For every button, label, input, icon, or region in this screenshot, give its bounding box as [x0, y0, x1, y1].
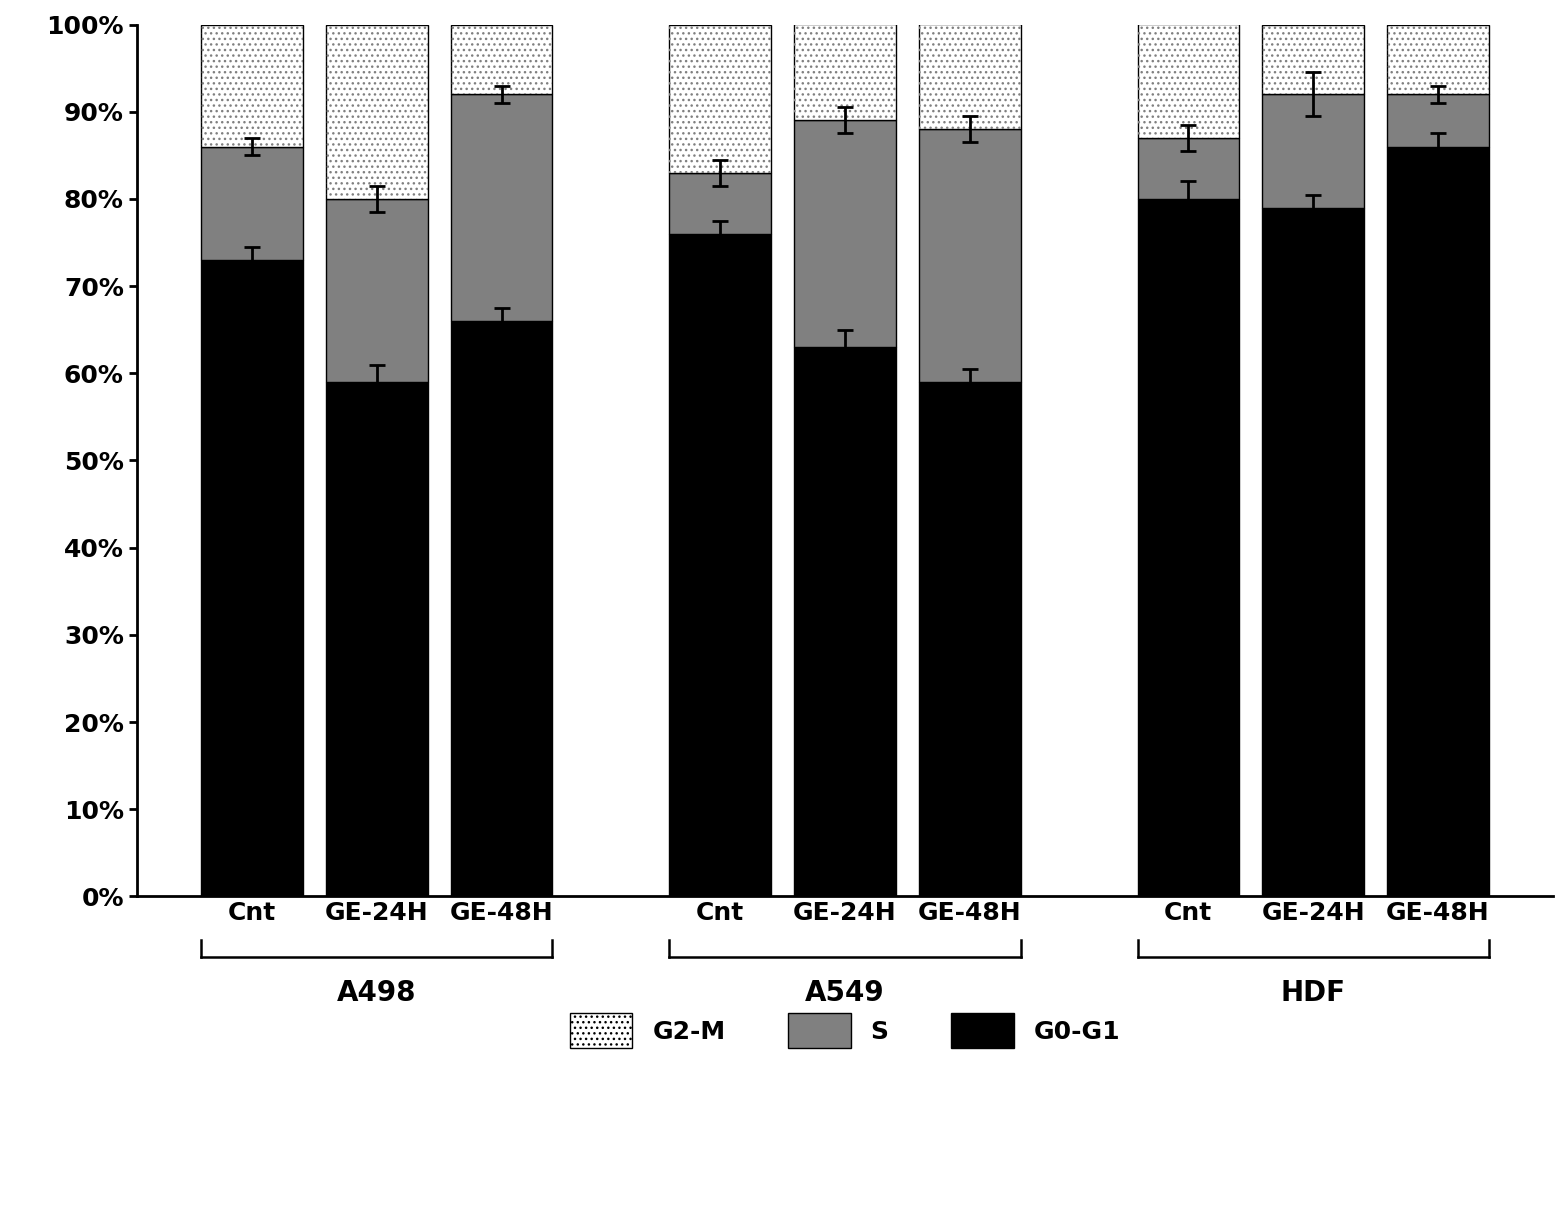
Bar	[326, 382, 428, 897]
Bar	[1262, 24, 1364, 94]
Bar	[795, 24, 895, 120]
Bar	[670, 24, 771, 172]
Bar	[326, 24, 428, 199]
Bar	[1388, 24, 1488, 94]
Bar	[670, 172, 771, 234]
Bar	[201, 260, 303, 897]
Bar	[919, 129, 1021, 382]
Bar	[1388, 94, 1488, 147]
Bar	[670, 24, 771, 172]
Bar	[452, 24, 552, 94]
Bar	[1262, 94, 1364, 207]
Bar	[1388, 24, 1488, 94]
Bar	[201, 24, 303, 147]
Bar	[1137, 24, 1239, 137]
Bar	[326, 199, 428, 382]
Bar	[795, 347, 895, 897]
Bar	[795, 24, 895, 120]
Bar	[326, 24, 428, 199]
Bar	[1137, 24, 1239, 137]
Bar	[795, 120, 895, 347]
Bar	[452, 321, 552, 897]
Legend: G2-M, S, G0-G1: G2-M, S, G0-G1	[560, 1003, 1131, 1058]
Bar	[919, 382, 1021, 897]
Bar	[201, 24, 303, 147]
Bar	[452, 94, 552, 321]
Bar	[919, 24, 1021, 129]
Bar	[201, 147, 303, 260]
Text: A549: A549	[806, 980, 884, 1007]
Bar	[1262, 207, 1364, 897]
Bar	[919, 24, 1021, 129]
Bar	[1262, 24, 1364, 94]
Text: A498: A498	[337, 980, 417, 1007]
Bar	[1137, 199, 1239, 897]
Bar	[452, 24, 552, 94]
Bar	[1137, 137, 1239, 199]
Text: HDF: HDF	[1281, 980, 1345, 1007]
Bar	[1388, 147, 1488, 897]
Bar	[670, 234, 771, 897]
